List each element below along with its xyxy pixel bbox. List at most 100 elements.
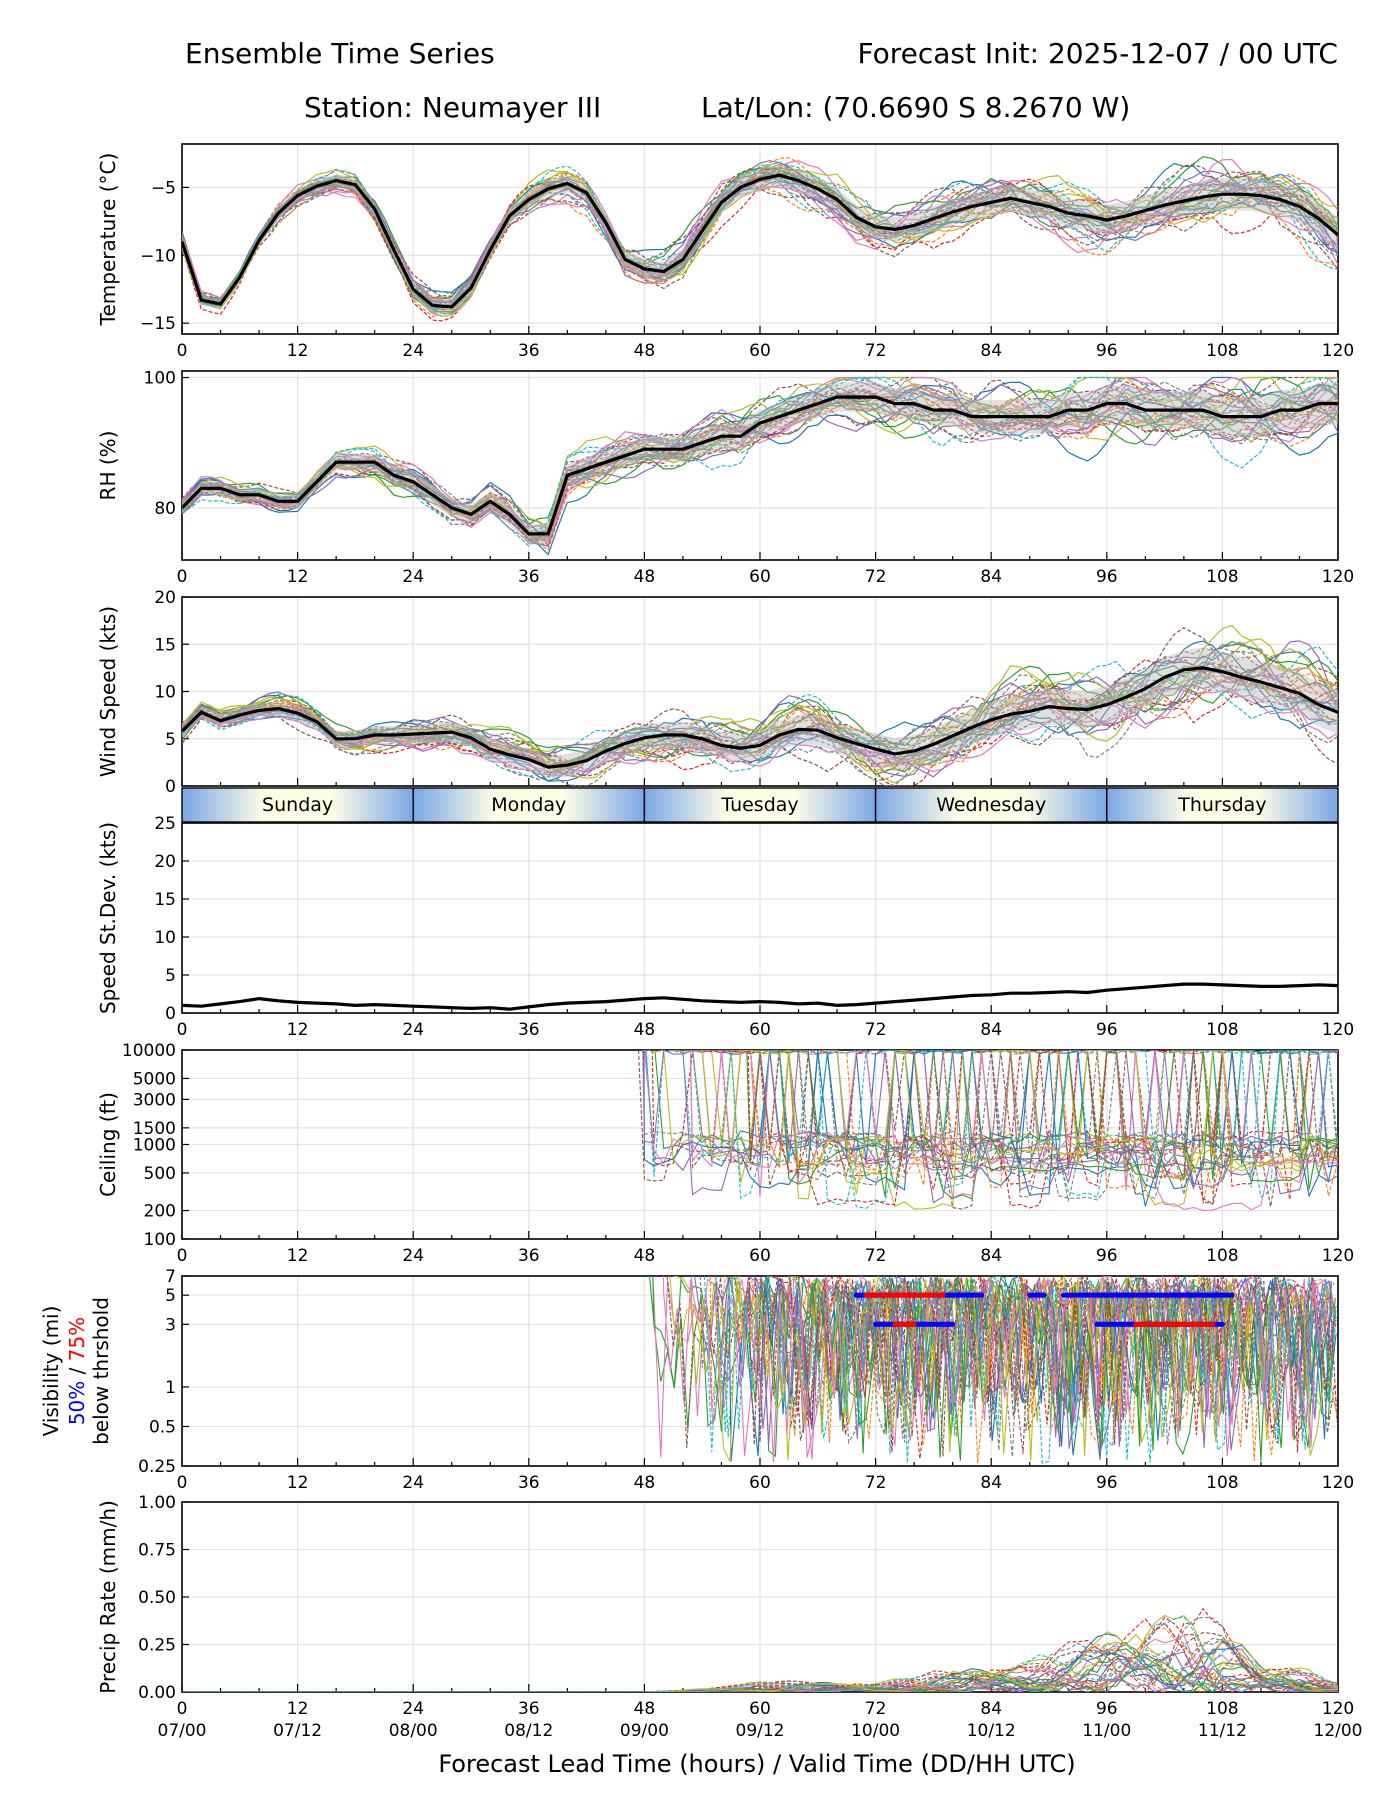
- x-tick-label: 12: [287, 341, 309, 361]
- y-axis-label: Ceiling (ft): [96, 1092, 120, 1197]
- member-line: [182, 376, 1338, 526]
- y-axis-label: Precip Rate (mm/h): [96, 1500, 120, 1694]
- x-tick-label: 24: [402, 1473, 424, 1493]
- member-line: [182, 673, 1338, 773]
- station-label: Station: Neumayer III: [304, 91, 601, 124]
- member-line: [182, 168, 1338, 310]
- x-tick-label: 36: [518, 567, 540, 587]
- visibility-panel: 0.25 0.5 1 3 57 0 12 24 36 48 60 72 84 96 108 120 Visibi…: [39, 1267, 1354, 1493]
- member-line: [182, 665, 1338, 786]
- plot-area: [182, 155, 1338, 322]
- x-tick-label: 0: [177, 1473, 188, 1493]
- member-line: [182, 640, 1338, 782]
- x-tick-label: 84: [980, 1246, 1002, 1266]
- member-line: [182, 376, 1338, 529]
- x-tick-label: 60: [749, 567, 771, 587]
- x-tick-label: 96: [1096, 1020, 1118, 1040]
- x-tick-label: 24: [402, 1246, 424, 1266]
- x-tick-label: 108: [1206, 567, 1238, 587]
- y-tick-label: 5: [165, 730, 176, 750]
- x-tick-label: 60: [749, 1020, 771, 1040]
- x-tick-label: 72: [865, 567, 887, 587]
- y-tick-label: −15: [140, 314, 176, 334]
- member-line: [662, 1276, 1332, 1460]
- x-tick-label: 48: [634, 567, 656, 587]
- x-tick-label: 72: [865, 1020, 887, 1040]
- x-tick-label: 12: [287, 1246, 309, 1266]
- stdev-panel: 0 5 10 15 20 25 0 12 24 36 48 60 72 84 96 108 120 Speed S…: [96, 814, 1354, 1040]
- member-line: [715, 1276, 1336, 1447]
- member-line: [689, 1050, 1338, 1210]
- member-line: [182, 666, 1338, 778]
- x-tick-label: 96: [1096, 1246, 1118, 1266]
- y-tick-label: 20: [154, 588, 176, 608]
- y-tick-label: 7: [165, 1267, 176, 1287]
- mean-line: [182, 982, 1338, 1011]
- x-tick-label: 120: [1322, 567, 1354, 587]
- member-line: [182, 384, 1338, 530]
- y-tick-label: 200: [144, 1202, 176, 1222]
- valid-time-label: 10/12: [967, 1721, 1016, 1741]
- x-tick-label: 12: [287, 1473, 309, 1493]
- y-tick-label: 10: [154, 928, 176, 948]
- member-line: [182, 404, 1338, 539]
- x-tick-label: 36: [518, 1473, 540, 1493]
- y-tick-label: 15: [154, 635, 176, 655]
- x-tick-label: 12: [287, 567, 309, 587]
- member-line: [182, 640, 1338, 775]
- x-tick-label: 84: [980, 1699, 1002, 1719]
- x-tick-label: 0: [177, 1699, 188, 1719]
- y-tick-label: 3000: [133, 1090, 176, 1110]
- title-left: Ensemble Time Series: [185, 37, 495, 70]
- member-line: [729, 1050, 1338, 1200]
- pct-separator: /: [65, 1361, 89, 1380]
- member-line: [182, 1618, 1338, 1692]
- x-tick-label: 0: [177, 567, 188, 587]
- member-line: [182, 1634, 1338, 1692]
- member-line: [182, 376, 1338, 534]
- x-tick-label: 120: [1322, 1473, 1354, 1493]
- temperature-panel: −15 −10 −5 0 12 24 36 48 60 72 84 96 108 120 Temperatu…: [96, 143, 1354, 361]
- member-line: [182, 1615, 1338, 1692]
- y-tick-label: 0.25: [138, 1457, 176, 1477]
- member-line: [182, 383, 1338, 544]
- x-tick-label: 48: [634, 1020, 656, 1040]
- x-tick-label: 24: [402, 1699, 424, 1719]
- plot-area: [648, 1276, 1338, 1464]
- x-tick-label: 96: [1096, 567, 1118, 587]
- member-line: [796, 1276, 1332, 1459]
- member-line: [735, 1276, 1335, 1445]
- valid-time-label: 09/00: [620, 1721, 669, 1741]
- member-line: [673, 1276, 1338, 1462]
- plot-area: [182, 376, 1338, 556]
- member-line: [182, 161, 1338, 310]
- y-tick-label: 25: [154, 814, 176, 834]
- member-line: [684, 1050, 1338, 1202]
- x-tick-label: 84: [980, 567, 1002, 587]
- y-tick-label: 0.00: [138, 1683, 176, 1703]
- valid-time-label: 10/00: [851, 1721, 900, 1741]
- x-tick-label: 84: [980, 1020, 1002, 1040]
- member-line: [182, 1627, 1338, 1692]
- rh-panel: 80 100 0 12 24 36 48 60 72 84 96 108 120 RH (%): [96, 369, 1354, 587]
- x-tick-label: 48: [634, 1473, 656, 1493]
- y-axis-label: RH (%): [96, 431, 120, 501]
- plot-area: [182, 1607, 1338, 1692]
- mean-line: [182, 395, 1338, 536]
- spread-band: [182, 647, 1338, 779]
- x-tick-label: 72: [865, 1246, 887, 1266]
- title-right: Forecast Init: 2025-12-07 / 00 UTC: [858, 37, 1338, 70]
- y-tick-label: 0: [165, 777, 176, 797]
- y-tick-label: 0.50: [138, 1588, 176, 1608]
- x-tick-label: 0: [177, 341, 188, 361]
- mean-line: [182, 173, 1338, 309]
- y-tick-label: 15: [154, 890, 176, 910]
- day-label: Tuesday: [720, 794, 798, 816]
- x-tick-label: 108: [1206, 1020, 1238, 1040]
- x-tick-label: 24: [402, 341, 424, 361]
- y-tick-label: 0.75: [138, 1541, 176, 1561]
- y-tick-label: 5: [165, 1286, 176, 1306]
- y-tick-label: 5: [165, 966, 176, 986]
- pct75-label: 75%: [65, 1317, 89, 1361]
- x-tick-label: 0: [177, 1246, 188, 1266]
